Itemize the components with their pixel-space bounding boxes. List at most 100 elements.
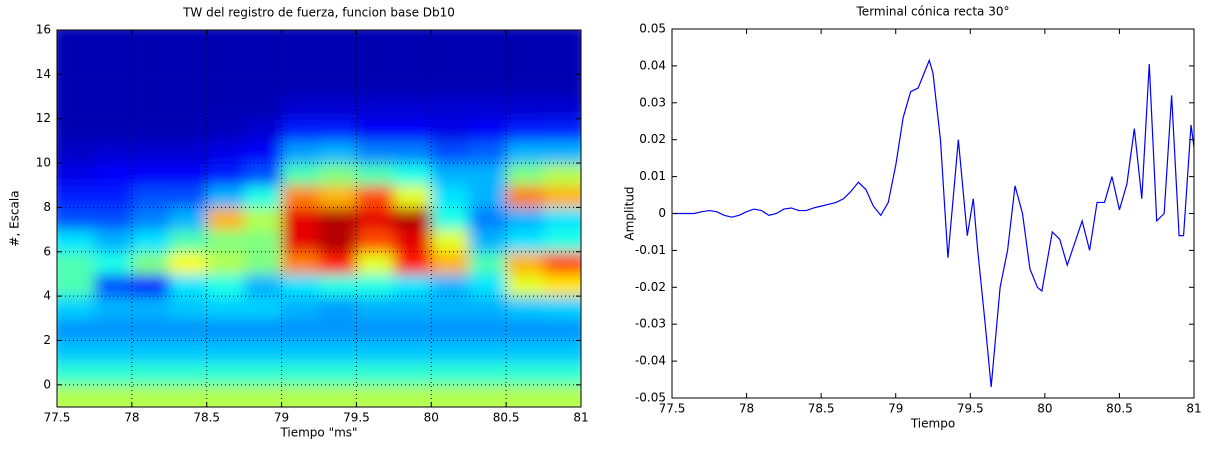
heat-cell [319,318,357,341]
heat-cell [468,340,507,364]
heat-cell [281,318,320,341]
heat-cell [431,96,470,120]
heat-cell [431,163,470,186]
heat-cell [506,318,545,341]
heat-cell [244,207,283,231]
line-series [672,58,1195,387]
heat-cell [356,296,395,319]
heat-cell [393,140,432,164]
x-tick-label: 77.5 [659,402,686,416]
heat-cell [356,229,395,253]
y-tick-label: 0 [43,377,51,391]
y-tick-label: -0.05 [635,391,666,405]
heat-cell [319,96,357,120]
heat-cell [206,229,245,253]
heat-cell [506,30,545,53]
y-tick-label: 4 [43,289,51,303]
heat-cell [468,96,507,120]
heat-cell [281,140,320,164]
y-tick-label: -0.04 [635,354,666,368]
heat-cell [543,296,581,319]
heat-cell [57,340,95,364]
heat-cell [244,30,283,53]
heat-cell [356,362,395,386]
heat-cell [281,96,320,120]
y-tick-label: -0.03 [635,317,666,331]
heat-cell [169,52,208,75]
heat-cell [206,384,245,407]
heat-cell [543,251,581,275]
y-tick-label: 0.01 [639,169,666,183]
heat-cell [356,384,395,407]
heat-cell [169,74,208,98]
heat-cell [206,318,245,341]
heat-cell [94,52,133,75]
heat-cell [543,118,581,142]
heat-cell [281,207,320,231]
heat-cell [356,140,395,164]
heat-cell [206,52,245,75]
heat-cell [131,74,170,98]
heat-cell [319,296,357,319]
x-tick-label: 80 [424,411,439,425]
heat-cell [506,362,545,386]
heat-cell [94,251,133,275]
axes-frame [671,28,1195,399]
heat-cell [506,96,545,120]
plot-area [672,29,1194,398]
heat-cell [319,140,357,164]
heat-cell [319,229,357,253]
heat-cell [169,340,208,364]
heat-cell [244,118,283,142]
x-axis-label: Tiempo "ms" [279,426,357,440]
x-tick-label: 79 [888,402,903,416]
heat-cell [244,340,283,364]
heat-cell [57,251,95,275]
heat-cell [57,96,95,120]
y-tick-label: 12 [36,111,51,125]
x-tick-label: 78.5 [193,411,220,425]
heat-cell [543,74,581,98]
heat-cell [506,52,545,75]
heat-cell [393,52,432,75]
heat-cell [131,251,170,275]
heat-cell [319,251,357,275]
heat-cell [244,74,283,98]
heat-cell [393,163,432,186]
x-tick-label: 81 [573,411,588,425]
heat-cell [57,163,95,186]
heat-cell [131,384,170,407]
heat-cell [393,118,432,142]
heat-cell [57,207,95,231]
heat-cell [431,185,470,208]
heat-cell [169,96,208,120]
heat-cell [206,140,245,164]
x-tick-label: 79.5 [343,411,370,425]
heat-cell [94,318,133,341]
heat-cell [131,362,170,386]
heat-cell [431,384,470,407]
heat-cell [281,30,320,53]
heat-cell [431,362,470,386]
heat-cell [57,52,95,75]
heat-cell [281,163,320,186]
heat-cell [393,318,432,341]
y-tick-label: -0.02 [635,280,666,294]
heat-cell [206,163,245,186]
heat-cell [57,273,95,297]
x-tick-label: 80.5 [1106,402,1133,416]
heat-cell [393,273,432,297]
x-tick-label: 80.5 [493,411,520,425]
y-tick-label: 6 [43,244,51,258]
heat-cell [131,163,170,186]
heat-cell [281,229,320,253]
y-tick-label: 2 [43,333,51,347]
x-tick-label: 78 [739,402,754,416]
heat-cell [206,30,245,53]
heat-cell [281,362,320,386]
heat-cell [169,140,208,164]
heat-cell [131,185,170,208]
heat-cell [281,340,320,364]
